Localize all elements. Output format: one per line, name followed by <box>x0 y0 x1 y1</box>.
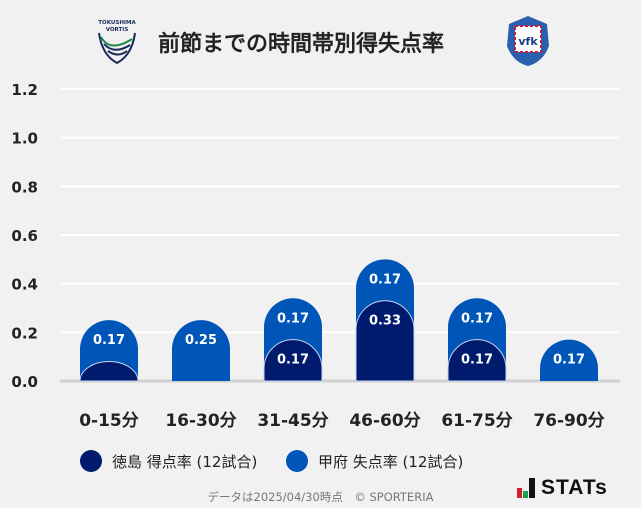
y-tick-label: 1.2 <box>11 81 38 99</box>
legend-item-away: 甲府 失点率 (12試合) <box>286 450 463 472</box>
svg-text:vfk: vfk <box>518 35 538 48</box>
tokushima-vortis-logo: TOKUSHIMA VORTIS <box>98 20 136 65</box>
footer-credit: データは2025/04/30時点 © SPORTERIA <box>207 490 434 504</box>
bar-away <box>540 339 598 381</box>
svg-text:TOKUSHIMA: TOKUSHIMA <box>98 20 136 26</box>
bar-home <box>79 361 139 382</box>
bar-chart: 0.0 0.2 0.4 0.6 0.8 1.0 1.2 0.17 0-15分 0.25 16-30分… <box>11 81 620 431</box>
data-label-away: 0.17 <box>553 353 585 368</box>
data-label-away: 0.25 <box>185 333 217 348</box>
ventforet-kofu-logo: vfk <box>507 16 549 66</box>
bar-home <box>263 339 323 382</box>
x-tick-label: 31-45分 <box>257 411 328 431</box>
y-tick-label: 0.8 <box>11 178 38 196</box>
data-label-away: 0.17 <box>93 333 125 348</box>
bar-home <box>447 339 507 382</box>
legend-label-away: 甲府 失点率 (12試合) <box>318 452 464 471</box>
legend-swatch-home <box>80 450 102 472</box>
stats-brand: STATs <box>541 476 608 499</box>
data-label-away: 0.17 <box>277 311 309 326</box>
legend-swatch-away <box>286 450 308 472</box>
data-label-home: 0.33 <box>369 314 401 329</box>
legend-label-home: 徳島 得点率 (12試合) <box>112 452 258 471</box>
bar-away <box>172 320 230 381</box>
x-tick-label: 76-90分 <box>533 411 604 431</box>
data-label-away: 0.17 <box>461 311 493 326</box>
legend-item-home: 徳島 得点率 (12試合) <box>80 450 257 472</box>
x-tick-label: 0-15分 <box>79 411 139 431</box>
x-tick-label: 61-75分 <box>441 411 512 431</box>
svg-text:VORTIS: VORTIS <box>106 27 129 33</box>
data-label-away: 0.17 <box>369 272 401 287</box>
stats-bars-icon <box>517 478 535 498</box>
y-tick-label: 0.2 <box>11 324 38 342</box>
stats-logo: STATs <box>517 477 608 498</box>
x-tick-label: 46-60分 <box>349 411 420 431</box>
bar-home <box>355 300 415 382</box>
x-tick-label: 16-30分 <box>165 411 236 431</box>
chart-title: 前節までの時間帯別得失点率 <box>158 32 445 57</box>
y-tick-label: 1.0 <box>11 130 38 148</box>
data-label-home: 0.17 <box>277 353 309 368</box>
data-label-home: 0.17 <box>461 353 493 368</box>
y-tick-label: 0.4 <box>11 276 38 294</box>
y-tick-label: 0.0 <box>11 373 38 391</box>
y-tick-label: 0.6 <box>11 227 38 245</box>
